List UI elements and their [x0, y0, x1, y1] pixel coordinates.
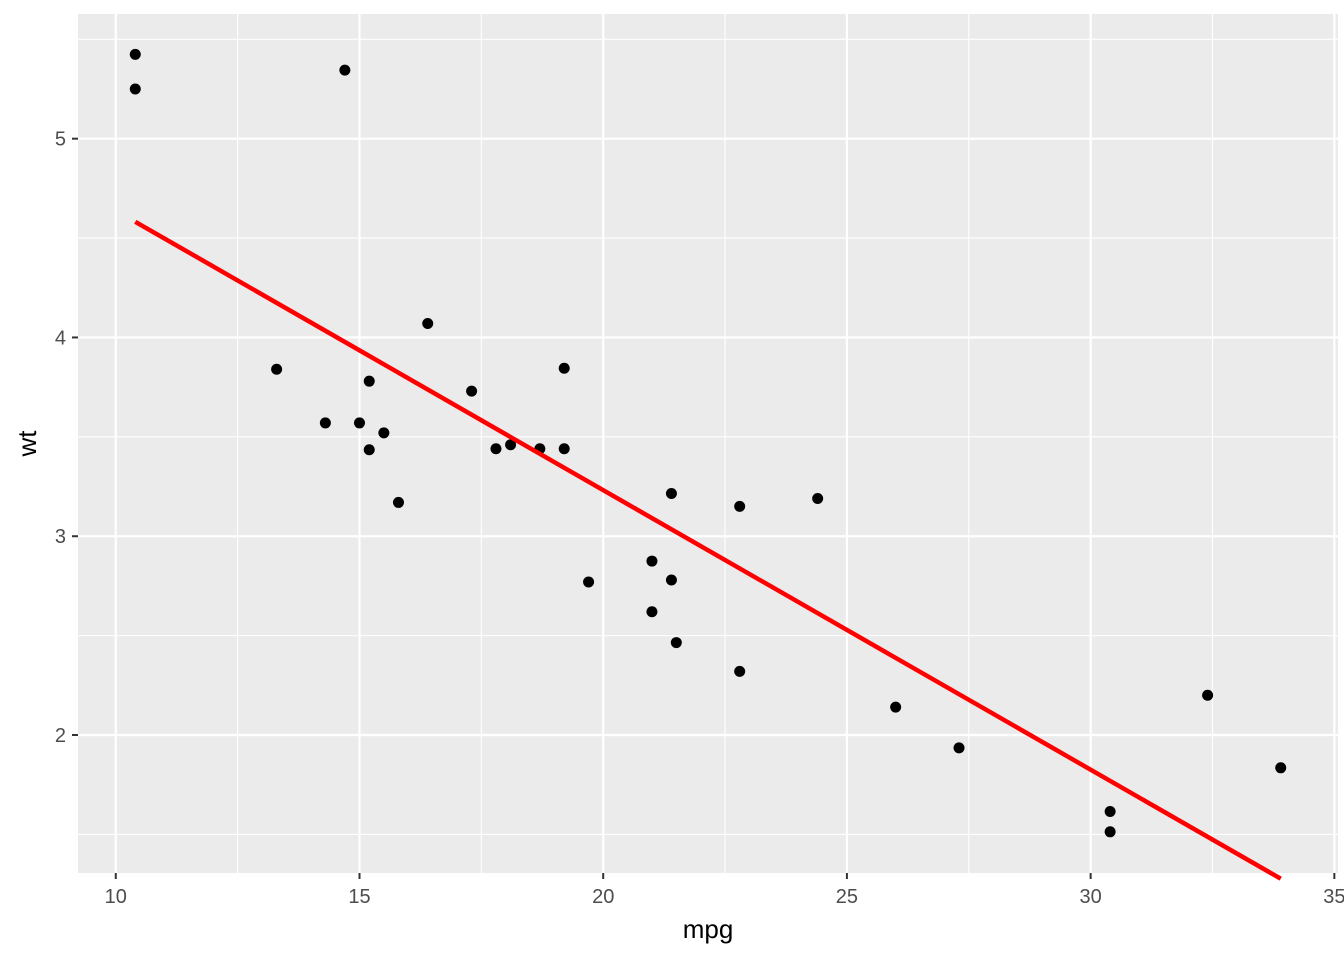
data-point: [558, 362, 570, 374]
data-point: [1202, 689, 1214, 701]
data-point: [353, 417, 365, 429]
data-point: [363, 375, 375, 387]
data-point: [665, 574, 677, 586]
plot-panel: [78, 14, 1338, 873]
data-point: [646, 555, 658, 567]
data-point: [129, 48, 141, 60]
x-axis: 10 15 20 25 30 35: [105, 873, 1344, 908]
data-point: [319, 417, 331, 429]
x-axis-title: mpg: [683, 914, 734, 944]
data-point: [646, 606, 658, 618]
data-point: [558, 443, 570, 455]
data-point: [490, 443, 502, 455]
data-point: [734, 500, 746, 512]
major-gridlines: [78, 14, 1338, 873]
minor-gridlines: [78, 14, 1338, 873]
data-point: [363, 444, 375, 456]
data-point: [1104, 826, 1116, 838]
data-point: [422, 318, 434, 330]
data-point: [339, 64, 351, 76]
x-tick-label: 30: [1080, 886, 1102, 908]
y-axis-title: wt: [12, 430, 42, 458]
y-tick-label: 5: [55, 129, 66, 151]
data-point: [583, 576, 595, 588]
y-tick-label: 2: [55, 725, 66, 747]
y-axis: 2 3 4 5: [55, 129, 78, 747]
data-point: [812, 492, 824, 504]
data-point: [466, 385, 478, 397]
regression-line: [134, 219, 1282, 881]
data-point: [271, 363, 283, 375]
data-point: [378, 427, 390, 439]
y-tick-label: 3: [55, 526, 66, 548]
data-point: [665, 487, 677, 499]
x-tick-label: 15: [348, 886, 370, 908]
data-point: [505, 439, 517, 451]
data-point: [1104, 806, 1116, 818]
data-point: [129, 83, 141, 95]
data-point: [392, 496, 404, 508]
data-point: [670, 637, 682, 649]
data-point: [953, 742, 965, 754]
y-tick-label: 4: [55, 327, 66, 349]
data-point: [734, 665, 746, 677]
x-tick-label: 25: [836, 886, 858, 908]
x-tick-label: 20: [592, 886, 614, 908]
x-tick-label: 35: [1323, 886, 1344, 908]
data-point: [1275, 762, 1287, 774]
regression-line-group: [134, 219, 1282, 881]
data-point: [890, 701, 902, 713]
x-tick-label: 10: [105, 886, 127, 908]
